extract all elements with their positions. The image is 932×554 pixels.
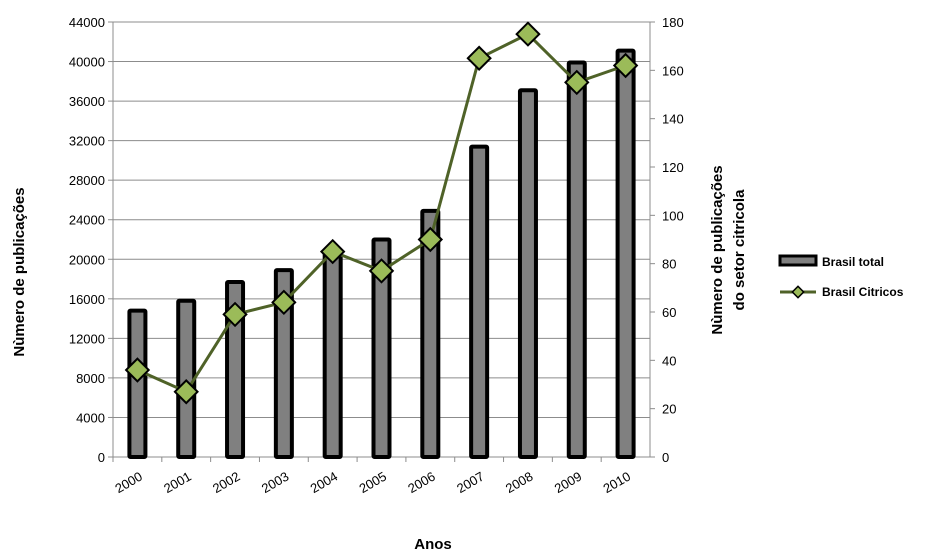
y2-tick-label: 160 (662, 63, 684, 78)
bar-brasil-total-2010 (615, 48, 636, 460)
bar-brasil-total-2002 (225, 280, 246, 459)
point-brasil-citricos-2002 (222, 301, 248, 328)
point-brasil-citricos-2009 (564, 69, 590, 96)
point-brasil-citricos-2006 (417, 226, 444, 253)
y-axis-left: 0 4000 8000 12000 16000 20000 24000 28000 32000 3… (69, 15, 114, 465)
y-tick-label: 0 (98, 450, 105, 465)
y-tick-label: 16000 (69, 292, 105, 307)
bar-brasil-total-2000 (127, 308, 148, 459)
y2-tick-label: 40 (662, 353, 676, 368)
x-tick-label: 2006 (405, 469, 438, 496)
y-tick-label: 24000 (69, 213, 105, 228)
y-axis-title: Nùmero de publicações (11, 187, 28, 356)
x-tick-label: 2009 (552, 469, 585, 496)
y-tick-label: 28000 (69, 173, 105, 188)
x-tick-label: 2000 (112, 469, 145, 496)
bar-brasil-total-2009 (566, 60, 587, 460)
point-brasil-citricos-2005 (368, 258, 395, 284)
y2-tick-label: 120 (662, 160, 684, 175)
point-brasil-citricos-2001 (173, 379, 199, 405)
x-axis-title: Anos (414, 536, 452, 553)
y2-tick-label: 140 (662, 112, 684, 127)
x-tick-label: 2005 (356, 469, 389, 496)
line-series (124, 21, 639, 405)
x-tick-label: 2008 (503, 469, 536, 496)
point-brasil-citricos-2007 (466, 45, 492, 71)
point-brasil-citricos-2010 (612, 52, 639, 79)
bar-brasil-total-2003 (273, 268, 294, 460)
point-brasil-citricos-2004 (319, 238, 346, 265)
bar-brasil-total-2007 (469, 144, 490, 459)
x-tick-label: 2001 (161, 469, 194, 496)
y2-tick-label: 0 (662, 450, 669, 465)
x-tick-label: 2004 (308, 469, 341, 496)
y-tick-label: 20000 (69, 252, 105, 267)
bar-brasil-total-2006 (420, 208, 441, 459)
bar-brasil-total-2004 (322, 249, 343, 459)
y2-tick-label: 60 (662, 305, 676, 320)
y-tick-label: 4000 (76, 410, 105, 425)
bar-brasil-total-2001 (176, 298, 197, 459)
y-axis-right: 0 20 40 60 80 100 120 140 160 180 (649, 15, 684, 465)
y2-tick-label: 180 (662, 15, 684, 30)
x-tick-label: 2003 (259, 469, 292, 496)
x-tick-label: 2002 (210, 469, 243, 496)
y-tick-label: 44000 (69, 15, 105, 30)
bar-brasil-total-2008 (517, 88, 538, 459)
bar-brasil-total-2005 (371, 237, 392, 459)
point-brasil-citricos-2000 (124, 357, 151, 383)
x-tick-label: 2007 (454, 469, 487, 496)
y2-tick-label: 80 (662, 257, 676, 272)
y-tick-label: 32000 (69, 134, 105, 149)
y-tick-label: 36000 (69, 94, 105, 109)
y2-axis-title-line2: do setor citricola (731, 189, 748, 311)
y2-tick-label: 20 (662, 402, 676, 417)
legend-label-brasil-total: Brasil total (822, 255, 884, 269)
y2-tick-label: 100 (662, 208, 684, 223)
legend: Brasil total Brasil Citricos (778, 254, 904, 299)
legend-swatch-brasil-total (778, 254, 818, 267)
x-axis: 2000 2001 2002 2003 2004 2005 2006 2007 2008 2009… (112, 456, 650, 496)
y-tick-label: 12000 (69, 331, 105, 346)
point-brasil-citricos-2003 (271, 289, 297, 316)
point-brasil-citricos-2008 (515, 21, 541, 47)
x-tick-label: 2010 (601, 469, 634, 496)
legend-label-brasil-citricos: Brasil Citricos (822, 285, 904, 299)
legend-marker-icon (791, 285, 805, 299)
y-tick-label: 8000 (76, 371, 105, 386)
y-tick-label: 40000 (69, 55, 105, 70)
y2-axis-title-line1: Nùmero de publicações (709, 165, 726, 334)
bar-series (127, 48, 636, 460)
